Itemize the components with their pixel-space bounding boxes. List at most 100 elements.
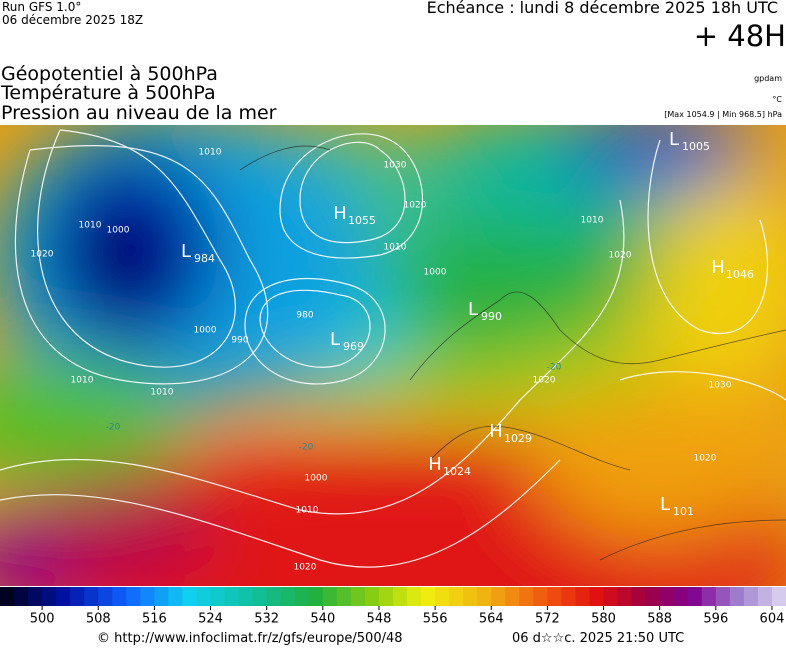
colorbar-swatch <box>519 587 534 606</box>
echeance: Echéance : lundi 8 décembre 2025 18h UTC <box>426 0 778 17</box>
colorbar-swatch <box>336 587 352 606</box>
isobar-label: 1000 <box>305 474 328 484</box>
run: Run GFS 1.0° <box>2 0 82 14</box>
colorbar-tick-label: 572 <box>535 612 560 627</box>
isobar-label: 1030 <box>709 381 732 391</box>
pressure-center-letter: H <box>711 257 725 278</box>
pressure-center-value: 101 <box>673 505 694 518</box>
isobar-label: 1020 <box>404 201 427 211</box>
colorbar-swatch <box>561 587 576 606</box>
colorbar-swatch <box>673 587 689 606</box>
colorbar-swatch <box>182 587 197 606</box>
pressure-center-value: 1024 <box>443 465 471 478</box>
pressure-center-value: 1029 <box>504 432 532 445</box>
colorbar-swatch <box>715 587 731 606</box>
colorbar-tick-label: 580 <box>591 612 616 627</box>
lead-time: + 48H <box>693 19 786 53</box>
isobar-label: 990 <box>231 336 248 346</box>
colorbar-swatch <box>378 587 394 606</box>
timestamp: 06 d☆☆c. 2025 21:50 UTC <box>512 631 685 646</box>
isobar-label: 1020 <box>533 376 556 386</box>
colorbar-swatch <box>210 587 226 606</box>
colorbar-swatch <box>308 587 324 606</box>
colorbar-swatch <box>126 587 141 606</box>
colorbar-tick-label: 524 <box>198 612 223 627</box>
colorbar-swatch <box>238 587 254 606</box>
title: Température à 500hPa <box>1 82 216 104</box>
colorbar-tick-label: 548 <box>367 612 392 627</box>
colorbar-swatch <box>575 587 590 606</box>
colorbar-swatch <box>505 587 520 606</box>
colorbar-swatch <box>196 587 212 606</box>
colorbar-tick-label: 588 <box>647 612 672 627</box>
title: Géopotentiel à 500hPa <box>1 63 218 85</box>
unit: [Max 1054.9 | Min 968.5] hPa <box>664 110 782 119</box>
colorbar-swatch <box>98 587 113 606</box>
isobar-label: 1010 <box>71 376 94 386</box>
isobar-label: 1010 <box>296 506 319 516</box>
title: Pression au niveau de la mer <box>1 102 277 124</box>
isobar-label: 1000 <box>424 268 447 278</box>
pressure-center-letter: L <box>660 494 670 515</box>
colorbar-swatch <box>56 587 71 606</box>
colorbar-tick-label: 508 <box>86 612 111 627</box>
isobar-label: 1010 <box>384 243 407 253</box>
colorbar-swatch <box>533 587 548 606</box>
isobar-label: 1020 <box>609 251 632 261</box>
colorbar-swatch <box>421 587 436 606</box>
colorbar-tick-label: 604 <box>760 612 785 627</box>
colorbar-swatch <box>294 587 310 606</box>
colorbar-swatch <box>729 587 745 606</box>
pressure-center-value: 1005 <box>682 140 710 153</box>
colorbar-swatch <box>771 587 786 606</box>
field <box>0 125 786 586</box>
pressure-center-letter: L <box>181 241 191 262</box>
temperature-label: -20 <box>299 443 314 453</box>
colorbar-swatch <box>140 587 155 606</box>
pressure-center-letter: H <box>428 454 442 475</box>
colorbar-swatch <box>84 587 99 606</box>
colorbar-swatch <box>491 587 506 606</box>
unit: °C <box>772 95 782 104</box>
isobar-label: 1000 <box>194 326 217 336</box>
unit: gpdam <box>754 74 782 83</box>
colorbar-swatch <box>266 587 282 606</box>
isobar-label: 1020 <box>294 563 317 573</box>
pressure-center-value: 969 <box>343 340 364 353</box>
isobar-label: 980 <box>296 311 313 321</box>
colorbar-swatch <box>14 587 29 606</box>
isobar-label: 1030 <box>384 161 407 171</box>
colorbar-swatch <box>589 587 605 606</box>
isobar-label: 1010 <box>581 216 604 226</box>
pressure-center-letter: L <box>330 329 340 350</box>
pressure-center-letter: L <box>468 299 478 320</box>
colorbar-swatch <box>631 587 647 606</box>
colorbar-swatch <box>701 587 717 606</box>
colorbar-swatch <box>435 587 450 606</box>
colorbar-swatch <box>645 587 661 606</box>
isobar-label: 1010 <box>199 148 222 158</box>
temperature-label: -20 <box>547 363 562 373</box>
isobar-label: 1020 <box>31 250 54 260</box>
colorbar-swatch <box>280 587 296 606</box>
source: © http://www.infoclimat.fr/z/gfs/europe/… <box>97 631 403 646</box>
pressure-center-value: 990 <box>481 310 502 323</box>
isobar-label: 1010 <box>151 388 174 398</box>
pressure-center-value: 1046 <box>726 268 754 281</box>
pressure-center-letter: H <box>489 421 503 442</box>
pressure-center-value: 1055 <box>348 214 376 227</box>
colorbar-swatch <box>547 587 562 606</box>
isobar-label: 1010 <box>79 221 102 231</box>
colorbar-swatch <box>168 587 183 606</box>
colorbar-swatch <box>477 587 492 606</box>
colorbar-swatch <box>449 587 464 606</box>
colorbar-swatch <box>322 587 338 606</box>
colorbar-tick-label: 532 <box>254 612 279 627</box>
colorbar-swatch <box>252 587 268 606</box>
colorbar-swatch <box>757 587 773 606</box>
temperature-label: -20 <box>106 423 121 433</box>
colorbar-swatch <box>224 587 240 606</box>
pressure-center-value: 984 <box>194 252 215 265</box>
